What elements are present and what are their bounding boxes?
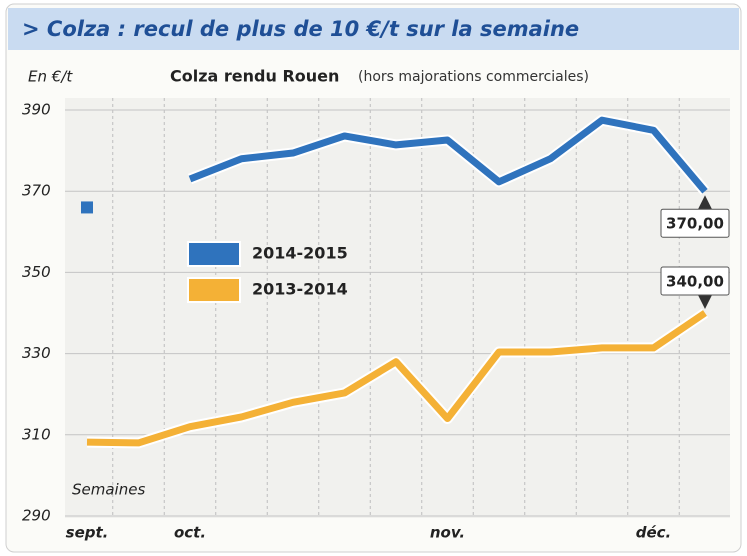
chart-title: Colza rendu Rouen bbox=[170, 67, 339, 86]
y-tick-label: 370 bbox=[22, 182, 51, 200]
y-tick-label: 330 bbox=[22, 344, 51, 362]
value-label: 370,00 bbox=[666, 215, 724, 233]
y-axis-label: En €/t bbox=[28, 68, 73, 86]
chart-subtitle: (hors majorations commerciales) bbox=[358, 69, 589, 85]
x-tick-label: nov. bbox=[430, 524, 465, 542]
legend-swatch bbox=[187, 241, 241, 267]
label-pointer bbox=[698, 195, 712, 210]
header-band bbox=[8, 8, 739, 50]
y-tick-label: 350 bbox=[22, 263, 51, 281]
label-pointer bbox=[698, 295, 712, 309]
legend-label: 2014-2015 bbox=[252, 244, 348, 263]
point bbox=[81, 201, 93, 214]
x-tick-label: déc. bbox=[636, 524, 672, 542]
label-box bbox=[660, 208, 730, 238]
label-box bbox=[660, 266, 730, 296]
x-axis-label: Semaines bbox=[72, 481, 145, 499]
x-tick-label: sept. bbox=[66, 524, 109, 542]
legend-label: 2013-2014 bbox=[252, 280, 348, 299]
y-tick-label: 390 bbox=[22, 101, 51, 119]
y-tick-label: 310 bbox=[22, 425, 51, 443]
line bbox=[188, 116, 708, 194]
y-tick-label: 290 bbox=[22, 507, 51, 525]
header-title: > Colza : recul de plus de 10 €/t sur la… bbox=[22, 17, 579, 41]
legend-swatch bbox=[187, 277, 241, 303]
x-tick-label: oct. bbox=[174, 524, 206, 542]
line bbox=[86, 310, 707, 447]
value-label: 340,00 bbox=[666, 273, 724, 291]
plot-area bbox=[65, 98, 730, 518]
